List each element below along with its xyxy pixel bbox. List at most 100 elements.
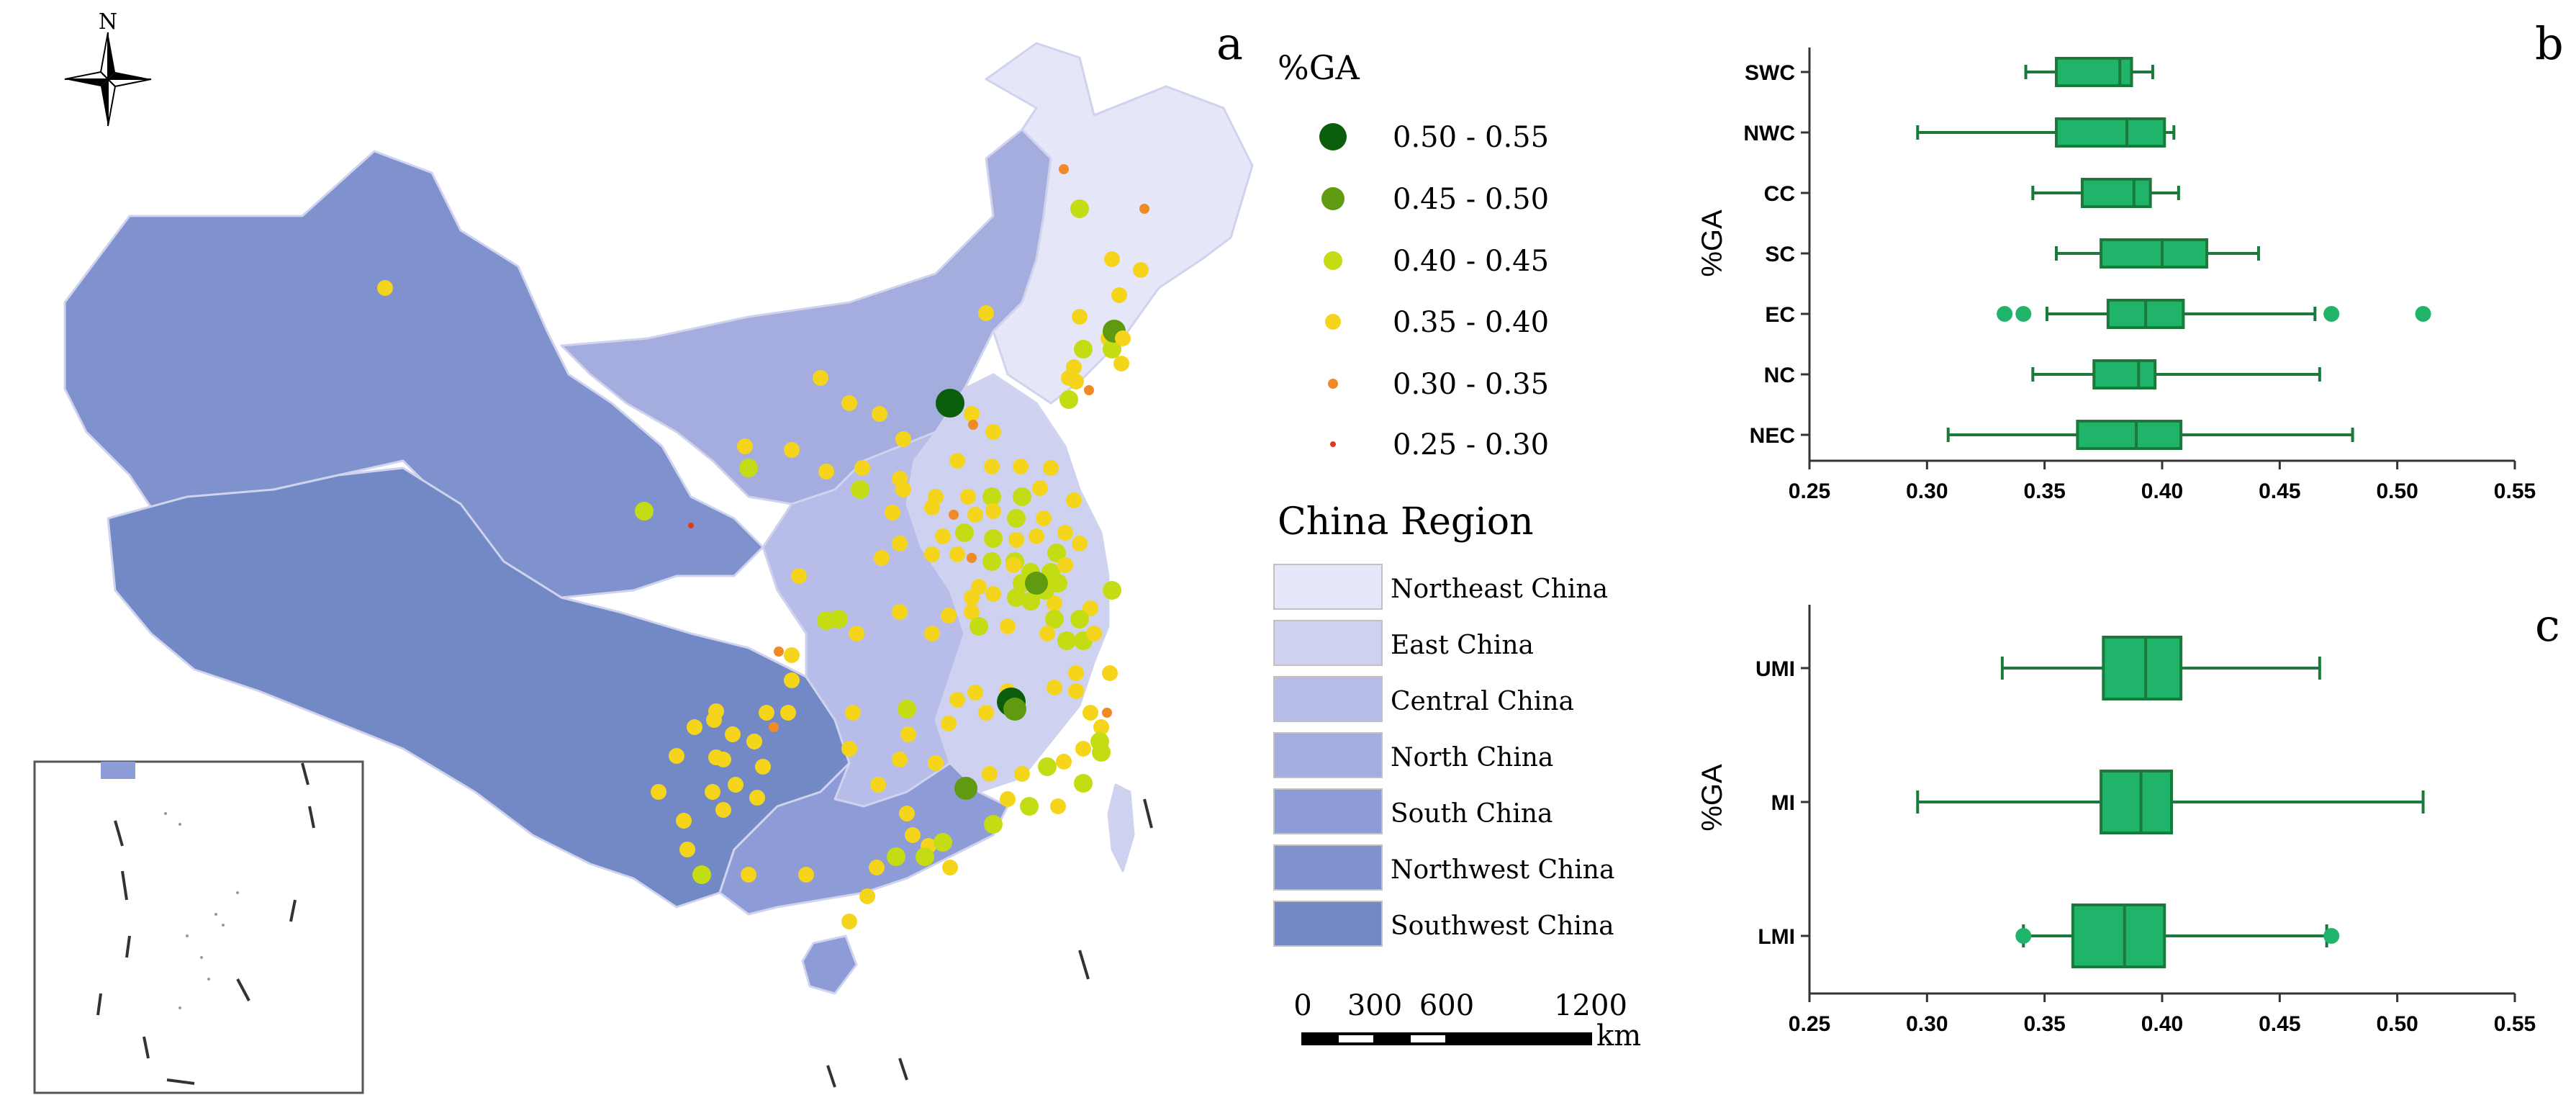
site-marker xyxy=(1084,385,1094,395)
category-label: UMI xyxy=(1755,657,1795,681)
site-marker xyxy=(1050,798,1066,814)
site-marker xyxy=(676,813,692,829)
site-marker xyxy=(1013,459,1029,474)
site-marker xyxy=(635,502,654,521)
category-label: SC xyxy=(1765,243,1795,266)
site-marker xyxy=(936,389,964,418)
site-marker xyxy=(942,860,958,875)
site-marker xyxy=(982,552,1001,571)
iqr-box xyxy=(2076,420,2183,450)
site-marker xyxy=(1068,683,1084,699)
x-tick-label: 0.50 xyxy=(2376,1012,2418,1036)
site-marker xyxy=(964,590,980,605)
site-marker xyxy=(970,617,988,636)
site-marker xyxy=(1072,536,1088,551)
x-tick-label: 0.50 xyxy=(2376,479,2418,503)
outlier-point xyxy=(2015,928,2032,944)
site-marker xyxy=(1007,588,1026,607)
scale-tick-0: 0 xyxy=(1293,989,1311,1022)
site-marker xyxy=(895,482,911,497)
site-marker xyxy=(746,734,762,749)
south-china-sea-inset xyxy=(33,760,364,1094)
outlier-point xyxy=(2323,306,2340,322)
region-label-4: South China xyxy=(1391,799,1553,829)
ga-legend-label-3: 0.35 - 0.40 xyxy=(1393,306,1549,339)
outlier-point xyxy=(1997,306,2013,322)
site-marker xyxy=(1057,557,1073,573)
site-marker xyxy=(669,748,684,764)
region-label-6: Southwest China xyxy=(1391,911,1614,941)
site-marker xyxy=(1092,743,1111,762)
site-marker xyxy=(1068,374,1084,389)
north-arrow-icon xyxy=(64,32,152,127)
ga-legend-swatch-3 xyxy=(1325,314,1341,330)
site-marker xyxy=(1104,251,1120,267)
site-marker xyxy=(715,802,731,818)
site-marker xyxy=(1075,741,1091,757)
scale-bar: 0 300 600 1200 km xyxy=(1293,989,1641,1053)
site-marker xyxy=(916,847,934,866)
site-marker xyxy=(985,586,1001,602)
outlier-point xyxy=(2015,306,2032,322)
site-marker xyxy=(1102,665,1118,681)
site-marker xyxy=(1059,164,1069,174)
site-marker xyxy=(982,766,998,782)
site-marker xyxy=(984,529,1003,548)
site-marker xyxy=(905,827,921,843)
site-marker xyxy=(964,406,980,422)
panel-b-ylabel: %GA xyxy=(1696,209,1728,277)
x-tick-label: 0.30 xyxy=(1906,1012,1948,1036)
site-marker xyxy=(1103,340,1121,359)
site-marker xyxy=(1083,705,1098,721)
category-label: NWC xyxy=(1743,122,1795,145)
iqr-box xyxy=(2055,117,2166,148)
site-marker xyxy=(708,749,724,765)
panel-b-boxplot: b %GA 0.25 0.30 0.35 0.40 0.45 0.50 0.55 SWC NW… xyxy=(1696,17,2564,503)
site-marker xyxy=(967,685,983,700)
ga-legend-swatch-0 xyxy=(1319,123,1347,150)
site-marker xyxy=(841,914,857,929)
site-marker xyxy=(780,705,796,721)
scale-tick-300: 300 xyxy=(1347,989,1402,1022)
site-marker xyxy=(817,611,836,630)
outlier-point xyxy=(2415,306,2431,322)
region-label-1: East China xyxy=(1391,631,1534,660)
site-marker xyxy=(1013,487,1031,506)
site-marker xyxy=(759,705,774,721)
ga-legend-label-5: 0.25 - 0.30 xyxy=(1393,428,1549,461)
site-marker xyxy=(705,784,720,800)
panel-a-label: a xyxy=(1216,17,1243,70)
ga-legend-title: %GA xyxy=(1278,48,1360,87)
site-marker xyxy=(749,790,765,806)
site-marker xyxy=(1057,525,1073,541)
category-label: NC xyxy=(1764,364,1795,387)
x-tick-label: 0.45 xyxy=(2259,479,2300,503)
site-marker xyxy=(984,815,1003,834)
site-marker xyxy=(755,759,771,775)
site-marker xyxy=(784,672,800,688)
site-marker xyxy=(967,507,983,523)
region-swatch-6 xyxy=(1273,901,1383,947)
site-marker xyxy=(1036,510,1052,526)
region-label-3: North China xyxy=(1391,743,1553,772)
site-marker xyxy=(791,568,807,584)
ga-legend-label-0: 0.50 - 0.55 xyxy=(1393,121,1549,154)
site-marker xyxy=(1000,618,1016,634)
region-swatch-2 xyxy=(1273,676,1383,722)
iqr-box xyxy=(2080,178,2152,208)
x-tick-label: 0.45 xyxy=(2259,1012,2300,1036)
site-marker xyxy=(985,424,1001,440)
x-tick-label: 0.35 xyxy=(2023,479,2065,503)
x-tick-label: 0.40 xyxy=(2141,1012,2183,1036)
region-swatch-3 xyxy=(1273,732,1383,778)
site-marker xyxy=(955,523,974,542)
site-marker xyxy=(725,726,741,742)
site-marker xyxy=(949,692,965,708)
site-marker xyxy=(1008,532,1024,548)
x-tick-label: 0.25 xyxy=(1789,479,1830,503)
site-marker xyxy=(1021,592,1040,610)
site-marker xyxy=(377,280,393,296)
scale-tick-1200: 1200 xyxy=(1554,989,1627,1022)
site-marker xyxy=(651,784,666,800)
site-marker xyxy=(1020,797,1039,816)
